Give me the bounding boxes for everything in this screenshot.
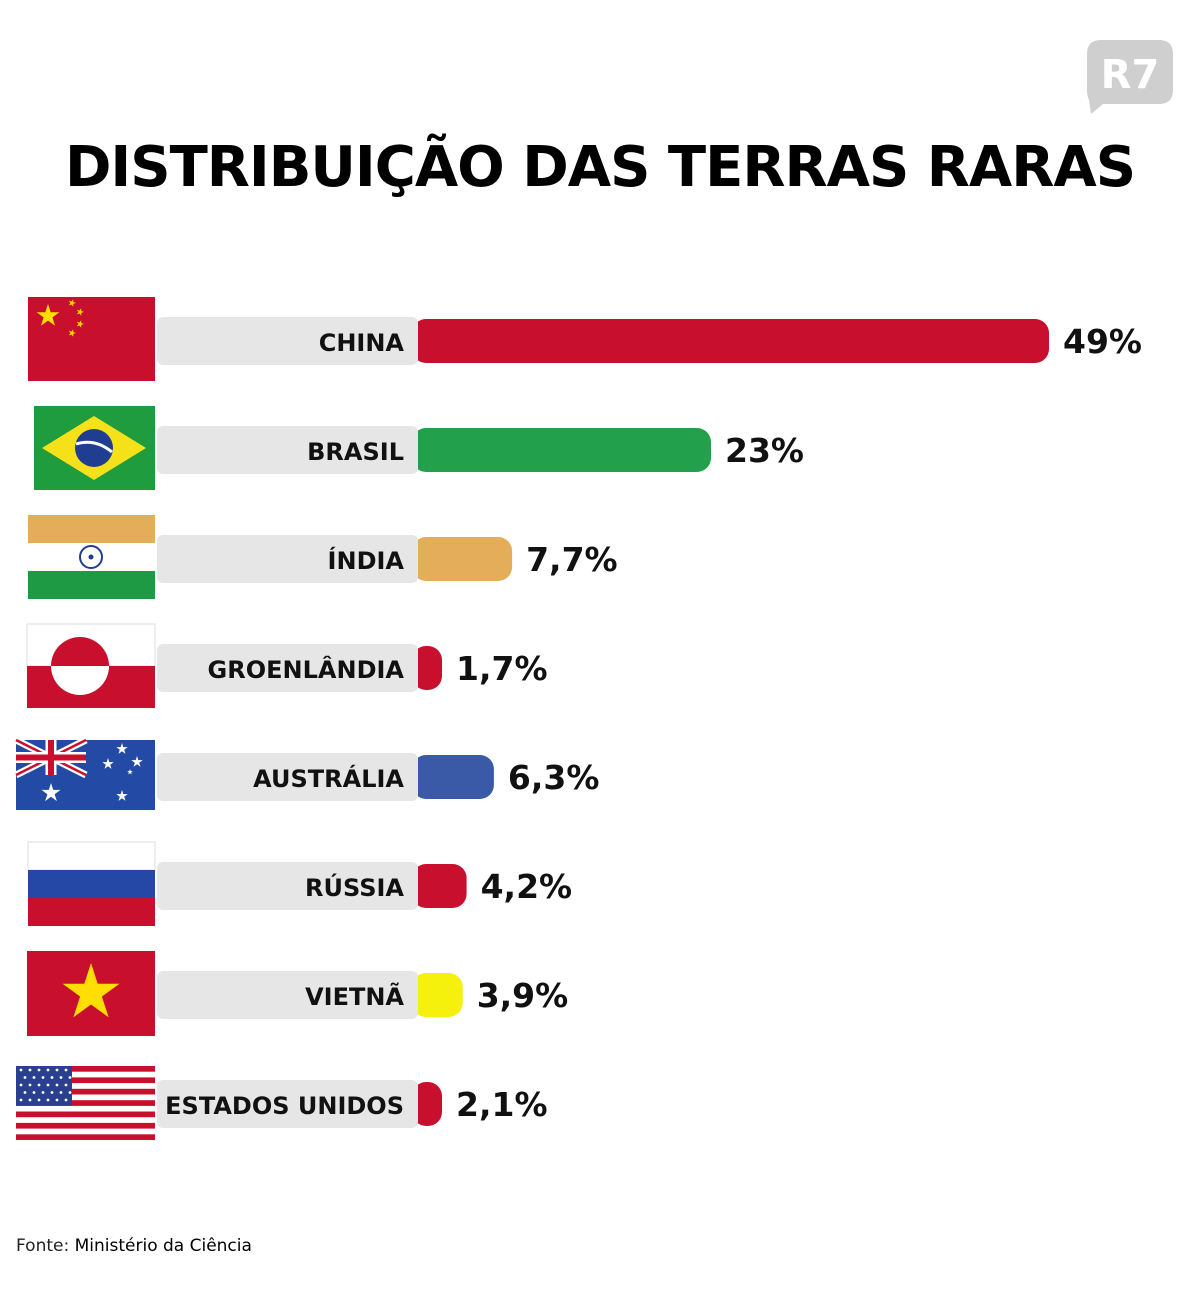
bar xyxy=(412,319,1049,363)
vietnam-flag-icon xyxy=(27,951,155,1036)
source-value: Ministério da Ciência xyxy=(74,1236,252,1256)
chart-row: ESTADOS UNIDOS 2,1% xyxy=(16,1066,548,1140)
bar xyxy=(412,537,513,581)
category-label: GROENLÂNDIA xyxy=(208,655,405,684)
category-label-box xyxy=(157,862,418,910)
chart-row: ÍNDIA 7,7% xyxy=(28,515,618,599)
brazil-flag-icon xyxy=(34,406,155,490)
category-label: ÍNDIA xyxy=(328,546,405,575)
bar-chart: CHINA 49% BRASIL 23% ÍNDIA 7,7% GROENLÂNDIA 1,7… xyxy=(14,297,1142,1140)
value-label: 4,2% xyxy=(481,867,573,906)
greenland-flag-icon xyxy=(26,623,156,708)
value-label: 7,7% xyxy=(526,540,618,579)
category-label: CHINA xyxy=(319,329,405,357)
category-label-box xyxy=(157,971,418,1019)
chart-row: AUSTRÁLIA 6,3% xyxy=(14,736,600,810)
category-label-box xyxy=(157,1080,418,1128)
category-label: AUSTRÁLIA xyxy=(253,764,404,793)
value-label: 6,3% xyxy=(508,758,600,797)
usa-flag-icon xyxy=(16,1066,155,1140)
r7-logo: R7 xyxy=(1087,40,1173,114)
category-label-box xyxy=(157,644,418,692)
china-flag-icon xyxy=(28,297,155,381)
chart-row: BRASIL 23% xyxy=(34,406,804,490)
value-label: 49% xyxy=(1063,322,1142,361)
category-label-box xyxy=(157,535,418,583)
bar xyxy=(412,864,467,908)
chart-title: DISTRIBUIÇÃO DAS TERRAS RARAS xyxy=(64,135,1136,200)
value-label: 23% xyxy=(725,431,804,470)
logo-text: R7 xyxy=(1101,52,1160,98)
value-label: 2,1% xyxy=(456,1085,548,1124)
india-flag-icon xyxy=(28,515,155,599)
value-label: 1,7% xyxy=(456,649,548,688)
bar xyxy=(412,1082,442,1126)
value-label: 3,9% xyxy=(477,976,569,1015)
chart-row: RÚSSIA 4,2% xyxy=(27,841,573,926)
bar xyxy=(412,755,494,799)
category-label: RÚSSIA xyxy=(305,872,404,902)
chart-row: CHINA 49% xyxy=(28,297,1142,381)
category-label: BRASIL xyxy=(307,438,404,466)
source-note: Fonte: Ministério da Ciência xyxy=(16,1236,252,1256)
category-label-box xyxy=(157,317,418,365)
bar xyxy=(412,973,463,1017)
bar xyxy=(412,646,442,690)
chart-row: VIETNÃ 3,9% xyxy=(27,951,568,1036)
chart-row: GROENLÂNDIA 1,7% xyxy=(26,623,548,708)
category-label-box xyxy=(157,753,418,801)
category-label: VIETNÃ xyxy=(305,982,404,1011)
bar xyxy=(412,428,711,472)
category-label: ESTADOS UNIDOS xyxy=(165,1092,404,1120)
source-label: Fonte: xyxy=(16,1236,70,1256)
australia-flag-icon xyxy=(14,736,155,810)
category-label-box xyxy=(157,426,418,474)
russia-flag-icon xyxy=(27,841,156,926)
